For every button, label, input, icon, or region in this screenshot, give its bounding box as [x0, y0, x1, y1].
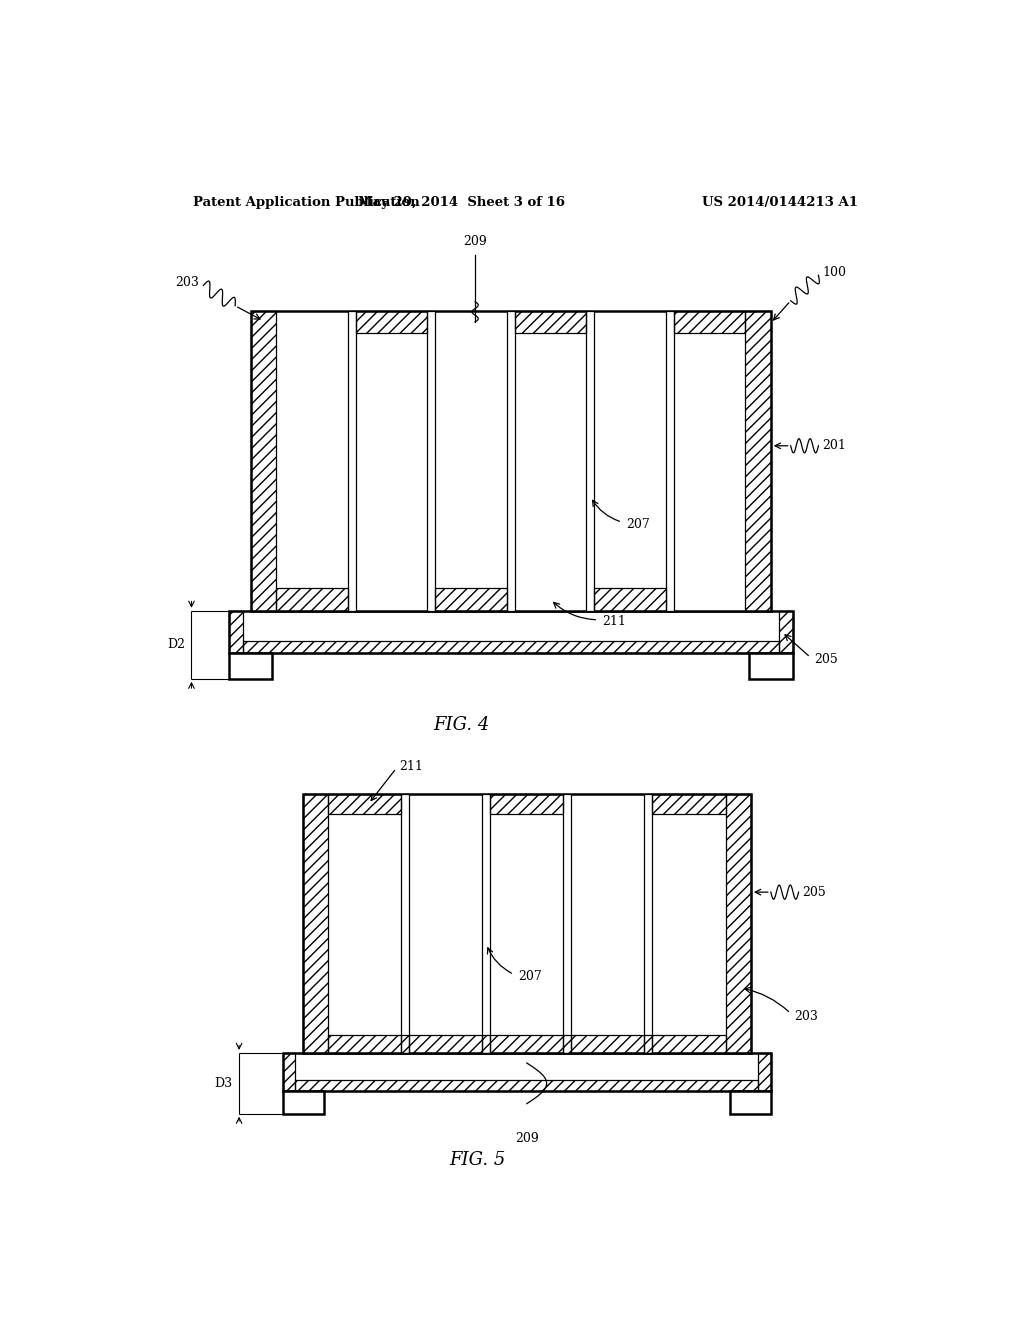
- Bar: [283, 1053, 771, 1092]
- Text: 203: 203: [175, 276, 200, 289]
- Text: May 29, 2014  Sheet 3 of 16: May 29, 2014 Sheet 3 of 16: [357, 195, 565, 209]
- Bar: [228, 653, 272, 678]
- Bar: [303, 793, 328, 1053]
- Bar: [587, 312, 594, 611]
- Bar: [228, 611, 793, 653]
- Text: 201: 201: [822, 440, 846, 453]
- Bar: [515, 312, 587, 333]
- Bar: [729, 1092, 771, 1114]
- Bar: [779, 611, 793, 653]
- Bar: [745, 312, 771, 611]
- Bar: [482, 793, 490, 1053]
- Text: 209: 209: [515, 1133, 539, 1146]
- Text: FIG. 4: FIG. 4: [433, 715, 489, 734]
- Bar: [296, 1080, 758, 1092]
- Text: 211: 211: [602, 615, 626, 628]
- Bar: [328, 1035, 726, 1053]
- Bar: [251, 312, 276, 611]
- Bar: [435, 589, 507, 611]
- Text: FIG. 5: FIG. 5: [449, 1151, 506, 1168]
- Bar: [401, 793, 410, 1053]
- Text: 211: 211: [398, 760, 423, 772]
- Text: 207: 207: [518, 970, 542, 983]
- Text: 207: 207: [626, 517, 650, 531]
- Bar: [303, 793, 751, 1053]
- Text: 203: 203: [795, 1010, 818, 1023]
- Bar: [490, 793, 563, 814]
- Bar: [594, 589, 666, 611]
- Bar: [243, 642, 779, 653]
- Text: 205: 205: [803, 886, 826, 899]
- Bar: [283, 1053, 296, 1092]
- Text: D2: D2: [167, 639, 185, 651]
- Bar: [726, 793, 751, 1053]
- Bar: [328, 793, 401, 814]
- Bar: [563, 793, 571, 1053]
- Bar: [356, 312, 427, 333]
- Text: US 2014/0144213 A1: US 2014/0144213 A1: [702, 195, 858, 209]
- Bar: [251, 312, 771, 611]
- Bar: [276, 589, 348, 611]
- Text: Patent Application Publication: Patent Application Publication: [194, 195, 420, 209]
- Bar: [283, 1092, 324, 1114]
- Text: 209: 209: [463, 235, 487, 248]
- Bar: [507, 312, 515, 611]
- Bar: [674, 312, 745, 333]
- Bar: [666, 312, 674, 611]
- Bar: [348, 312, 356, 611]
- Text: 100: 100: [822, 265, 847, 279]
- Bar: [652, 793, 726, 814]
- Text: 205: 205: [814, 653, 839, 667]
- Bar: [644, 793, 652, 1053]
- Bar: [758, 1053, 771, 1092]
- Bar: [750, 653, 793, 678]
- Bar: [228, 611, 243, 653]
- Bar: [427, 312, 435, 611]
- Text: D3: D3: [215, 1077, 232, 1090]
